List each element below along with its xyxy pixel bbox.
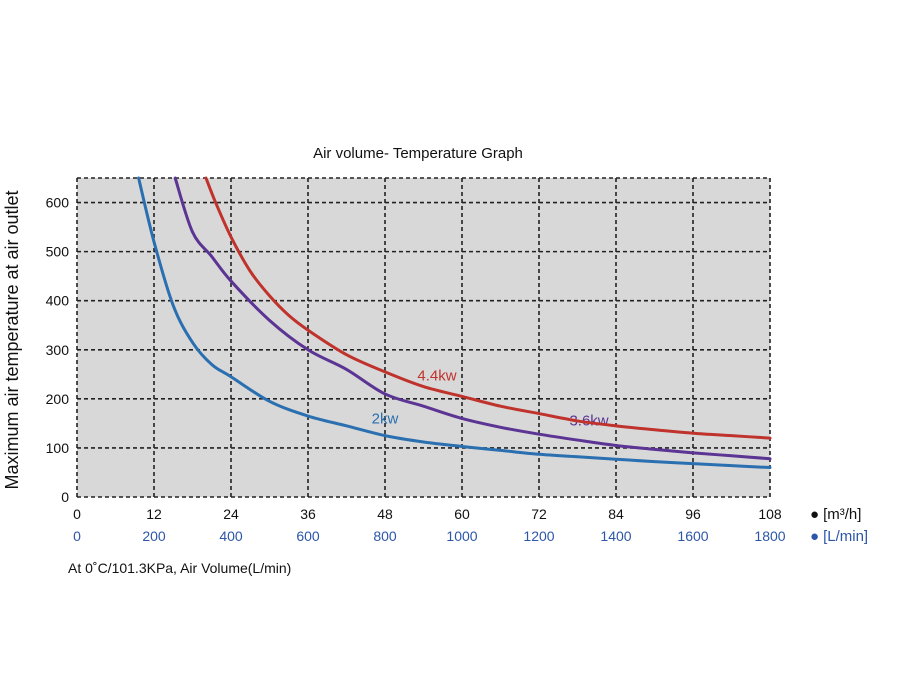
y-tick-label: 300	[46, 342, 70, 358]
y-tick-label: 0	[61, 489, 69, 505]
y-tick-label: 500	[46, 244, 70, 260]
y-tick-label: 600	[46, 195, 70, 211]
unit-m3h: ● [m³/h]	[810, 506, 861, 523]
x-tick-label-lmin: 1200	[523, 528, 554, 544]
x-tick-label-m3h: 48	[377, 506, 393, 522]
x-tick-label-lmin: 1400	[600, 528, 631, 544]
series-line-2kw	[137, 176, 772, 470]
x-tick-label-m3h: 96	[685, 506, 701, 522]
series-label: 4.4kw	[417, 367, 456, 384]
unit-lmin-bullet: ●	[810, 528, 819, 545]
x-ticks-m3h: 0 12 24 36 48 60 72 84 96 108	[73, 506, 782, 522]
x-tick-label-m3h: 12	[146, 506, 162, 522]
y-tick-label: 400	[46, 293, 70, 309]
x-ticks-lmin: 0 200 400 600 800 1000 1200 1400 1600 1800	[73, 528, 786, 544]
footnote: At 0˚C/101.3KPa, Air Volume(L/min)	[68, 560, 291, 576]
unit-lmin-text: [L/min]	[823, 528, 868, 545]
y-tick-label: 100	[46, 440, 70, 456]
chart-title: Air volume- Temperature Graph	[313, 145, 523, 162]
x-tick-label-lmin: 200	[142, 528, 166, 544]
x-tick-label-lmin: 400	[219, 528, 243, 544]
x-tick-label-m3h: 0	[73, 506, 81, 522]
series-line-4-4kw	[204, 176, 772, 440]
unit-m3h-text: [m³/h]	[823, 506, 861, 523]
y-ticks: 0 100 200 300 400 500 600	[46, 195, 70, 505]
x-tick-label-lmin: 0	[73, 528, 81, 544]
x-tick-label-lmin: 1000	[446, 528, 477, 544]
x-tick-label-m3h: 108	[758, 506, 782, 522]
series-label: 2kw	[372, 411, 399, 428]
series-line-3-6kw	[173, 176, 772, 461]
x-tick-label-m3h: 36	[300, 506, 316, 522]
x-tick-label-m3h: 24	[223, 506, 239, 522]
unit-lmin: ● [L/min]	[810, 528, 868, 545]
x-tick-label-lmin: 1600	[677, 528, 708, 544]
grid	[76, 177, 771, 498]
y-tick-label: 200	[46, 391, 70, 407]
unit-m3h-bullet: ●	[810, 506, 819, 523]
x-tick-label-lmin: 600	[296, 528, 320, 544]
x-tick-label-lmin: 1800	[754, 528, 785, 544]
x-tick-label-m3h: 72	[531, 506, 547, 522]
x-tick-label-lmin: 800	[373, 528, 397, 544]
y-axis-label: Maximum air temperature at air outlet	[2, 190, 22, 489]
x-tick-label-m3h: 84	[608, 506, 624, 522]
x-tick-label-m3h: 60	[454, 506, 470, 522]
